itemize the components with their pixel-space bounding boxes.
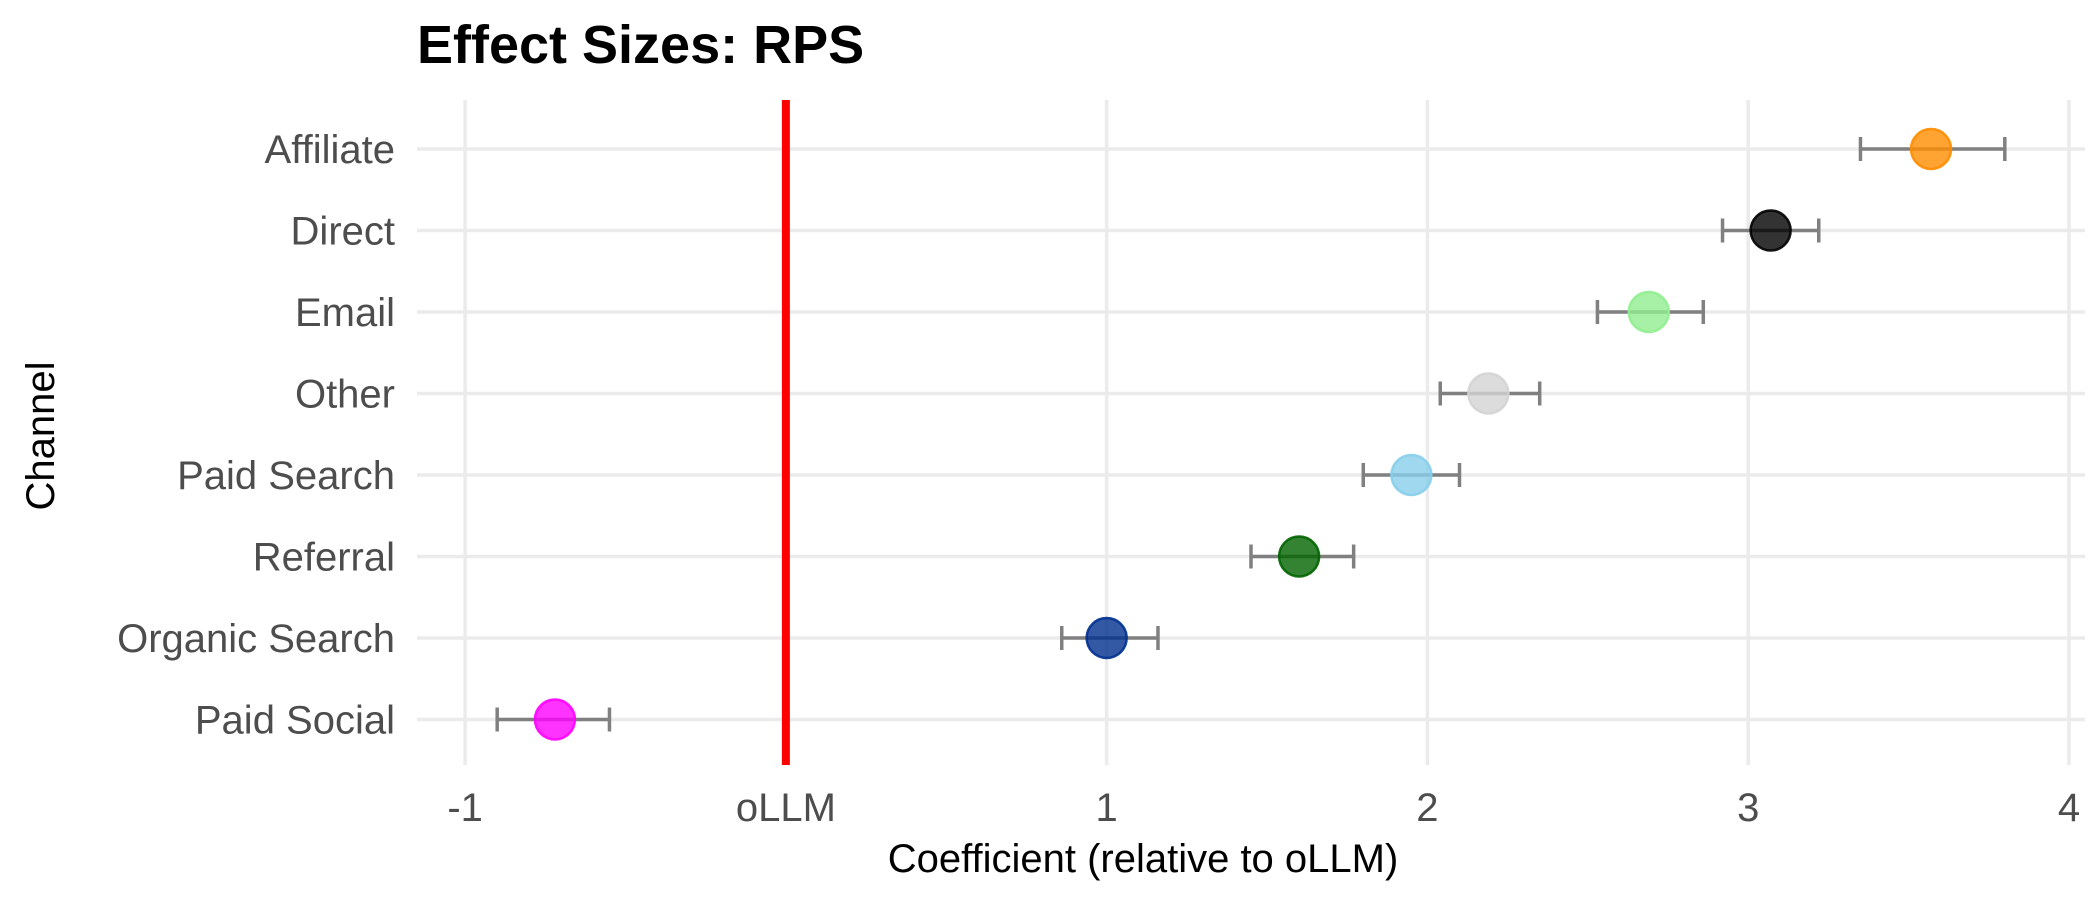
y-tick-label-5: Referral	[253, 536, 395, 580]
data-point-6	[1085, 616, 1128, 660]
y-tick-label-6: Organic Search	[117, 617, 395, 661]
y-tick-labels: Affiliate Direct Email Other Paid Search Refe…	[117, 128, 395, 743]
x-tick-label-5: 4	[2058, 786, 2080, 830]
y-gridlines	[417, 147, 2085, 722]
data-point-3	[1467, 372, 1510, 415]
x-tick-labels: -1 oLLM 1 2 3 4	[447, 786, 2080, 830]
y-tick-label-4: Paid Search	[177, 454, 395, 498]
data-point-0	[1909, 127, 1953, 171]
x-tick-label-1: oLLM	[736, 786, 836, 830]
y-tick-label-2: Email	[295, 291, 395, 335]
x-tick-label-2: 1	[1096, 786, 1118, 830]
data-point-4	[1390, 453, 1433, 497]
y-tick-label-1: Direct	[291, 210, 395, 254]
data-point-7	[533, 698, 577, 741]
data-points	[533, 127, 1953, 741]
data-point-2	[1627, 290, 1671, 334]
x-tick-label-4: 3	[1737, 786, 1759, 830]
chart-title: Effect Sizes: RPS	[417, 15, 864, 75]
x-tick-label-3: 2	[1416, 786, 1438, 830]
x-axis-label: Coefficient (relative to oLLM)	[888, 837, 1399, 881]
y-tick-label-3: Other	[295, 373, 395, 417]
x-tick-label-0: -1	[447, 786, 483, 830]
x-gridlines	[463, 100, 2071, 765]
data-point-5	[1277, 535, 1321, 578]
y-tick-label-0: Affiliate	[265, 128, 395, 172]
y-tick-label-7: Paid Social	[195, 699, 395, 743]
y-axis-label: Channel	[19, 361, 63, 510]
data-point-1	[1749, 209, 1792, 252]
